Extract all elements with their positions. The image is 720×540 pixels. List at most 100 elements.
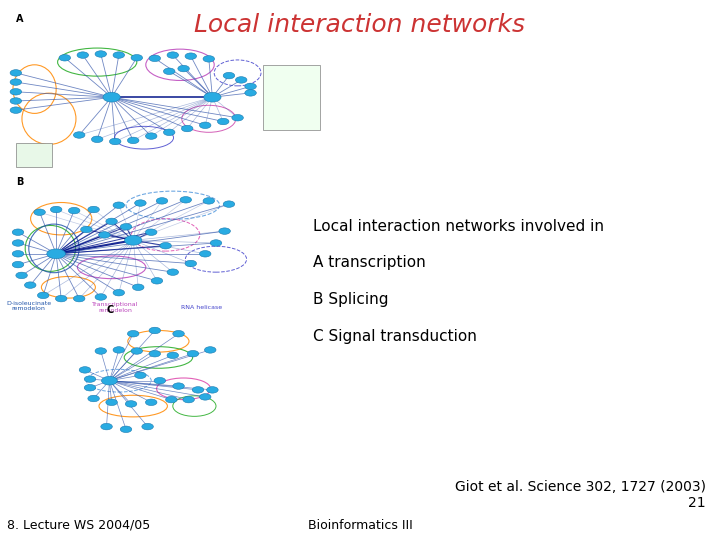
Ellipse shape (183, 396, 194, 403)
Ellipse shape (95, 51, 107, 57)
Text: Local interaction networks involved in: Local interaction networks involved in (313, 219, 604, 234)
Ellipse shape (245, 90, 256, 96)
Ellipse shape (154, 377, 166, 384)
Ellipse shape (181, 125, 193, 132)
Ellipse shape (50, 206, 62, 213)
Ellipse shape (88, 395, 99, 402)
Ellipse shape (55, 295, 67, 302)
Ellipse shape (135, 200, 146, 206)
Ellipse shape (10, 79, 22, 85)
Ellipse shape (173, 383, 184, 389)
Ellipse shape (217, 118, 229, 125)
Ellipse shape (167, 269, 179, 275)
Ellipse shape (156, 198, 168, 204)
Ellipse shape (160, 242, 171, 249)
Ellipse shape (101, 423, 112, 430)
Ellipse shape (187, 350, 199, 357)
Ellipse shape (113, 347, 125, 353)
Ellipse shape (166, 396, 177, 403)
Ellipse shape (113, 202, 125, 208)
Ellipse shape (24, 282, 36, 288)
Ellipse shape (203, 56, 215, 62)
Ellipse shape (131, 348, 143, 354)
Text: Bioinformatics III: Bioinformatics III (307, 519, 413, 532)
Ellipse shape (12, 240, 24, 246)
Ellipse shape (12, 261, 24, 268)
Ellipse shape (167, 52, 179, 58)
Ellipse shape (142, 423, 153, 430)
Ellipse shape (199, 394, 211, 400)
Ellipse shape (163, 68, 175, 75)
Ellipse shape (99, 232, 110, 238)
Text: A: A (16, 14, 23, 24)
Text: B: B (16, 177, 23, 187)
Ellipse shape (84, 376, 96, 382)
Ellipse shape (103, 92, 120, 102)
Ellipse shape (81, 226, 92, 233)
Ellipse shape (16, 272, 27, 279)
Ellipse shape (207, 387, 218, 393)
Ellipse shape (199, 122, 211, 129)
Text: C: C (107, 305, 114, 315)
Ellipse shape (185, 260, 197, 267)
Ellipse shape (10, 107, 22, 113)
Ellipse shape (37, 292, 49, 299)
Ellipse shape (163, 129, 175, 136)
Text: A transcription: A transcription (313, 255, 426, 271)
Ellipse shape (185, 53, 197, 59)
Ellipse shape (232, 114, 243, 121)
Ellipse shape (77, 52, 89, 58)
Ellipse shape (73, 132, 85, 138)
Ellipse shape (106, 218, 117, 225)
Ellipse shape (199, 251, 211, 257)
Ellipse shape (59, 55, 71, 61)
Text: 8. Lecture WS 2004/05: 8. Lecture WS 2004/05 (7, 519, 150, 532)
Ellipse shape (127, 137, 139, 144)
Text: RNA helicase: RNA helicase (181, 306, 222, 310)
Ellipse shape (131, 55, 143, 61)
FancyBboxPatch shape (263, 65, 320, 130)
Ellipse shape (12, 229, 24, 235)
Ellipse shape (10, 89, 22, 95)
Ellipse shape (12, 251, 24, 257)
Ellipse shape (204, 347, 216, 353)
Ellipse shape (219, 228, 230, 234)
Ellipse shape (235, 77, 247, 83)
Ellipse shape (223, 72, 235, 79)
FancyBboxPatch shape (16, 143, 52, 167)
Ellipse shape (245, 83, 256, 90)
Ellipse shape (180, 197, 192, 203)
Ellipse shape (127, 330, 139, 337)
Ellipse shape (113, 52, 125, 58)
Ellipse shape (149, 350, 161, 357)
Text: D-isoleucinate
remodelon: D-isoleucinate remodelon (6, 301, 51, 312)
Ellipse shape (125, 235, 142, 245)
Ellipse shape (204, 92, 221, 102)
Ellipse shape (135, 372, 146, 379)
Ellipse shape (203, 198, 215, 204)
Ellipse shape (132, 284, 144, 291)
Text: Local interaction networks: Local interaction networks (194, 14, 526, 37)
Ellipse shape (102, 376, 117, 385)
Ellipse shape (173, 330, 184, 337)
Text: 21: 21 (688, 496, 706, 510)
Ellipse shape (10, 98, 22, 104)
Ellipse shape (120, 224, 132, 230)
Ellipse shape (91, 136, 103, 143)
Ellipse shape (210, 240, 222, 246)
Ellipse shape (73, 295, 85, 302)
Ellipse shape (88, 206, 99, 213)
Ellipse shape (149, 327, 161, 334)
Ellipse shape (192, 387, 204, 393)
Ellipse shape (106, 399, 117, 406)
Text: Giot et al. Science 302, 1727 (2003): Giot et al. Science 302, 1727 (2003) (454, 480, 706, 494)
Text: B Splicing: B Splicing (313, 292, 389, 307)
Ellipse shape (223, 201, 235, 207)
Ellipse shape (178, 65, 189, 72)
Ellipse shape (10, 70, 22, 76)
Ellipse shape (113, 289, 125, 296)
Ellipse shape (84, 384, 96, 391)
Ellipse shape (125, 401, 137, 407)
Text: C Signal transduction: C Signal transduction (313, 329, 477, 344)
Ellipse shape (79, 367, 91, 373)
